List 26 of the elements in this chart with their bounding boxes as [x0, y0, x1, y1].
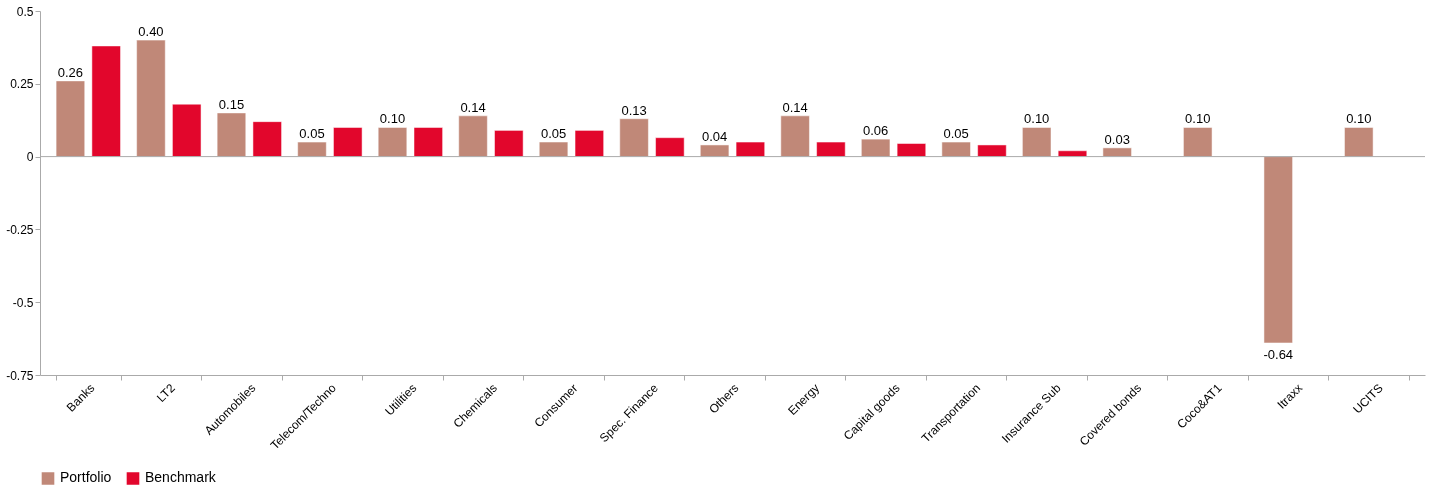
- data-label: 0.03: [1104, 131, 1130, 147]
- data-label: 0.05: [943, 126, 969, 142]
- data-label: 0.14: [782, 99, 808, 115]
- y-tick-label: -0.75: [6, 368, 34, 383]
- data-label: 0.10: [1185, 111, 1211, 127]
- data-label: 0.13: [621, 102, 647, 118]
- data-label: 0.15: [218, 96, 245, 112]
- data-label: 0.10: [1346, 111, 1372, 127]
- data-label: 0.06: [863, 123, 889, 139]
- data-label: 0.05: [540, 126, 567, 142]
- legend-label: Portfolio: [60, 469, 112, 486]
- data-label: 0.14: [460, 99, 486, 115]
- data-label: -0.64: [1263, 346, 1294, 362]
- y-tick-label: 0: [26, 150, 34, 165]
- data-label: 0.26: [57, 64, 84, 80]
- x-tick-label: LT2: [153, 380, 179, 405]
- data-label: 0.05: [299, 126, 325, 142]
- y-tick-label: 0.5: [16, 4, 34, 19]
- data-label: 0.10: [379, 111, 406, 127]
- data-label: 0.10: [1024, 111, 1050, 127]
- data-label: 0.40: [138, 24, 164, 40]
- legend-label: Benchmark: [145, 469, 217, 486]
- y-tick-label: -0.5: [12, 295, 34, 310]
- y-tick-label: 0.25: [10, 77, 34, 92]
- y-tick-label: -0.25: [6, 222, 34, 237]
- data-label: 0.04: [701, 128, 728, 144]
